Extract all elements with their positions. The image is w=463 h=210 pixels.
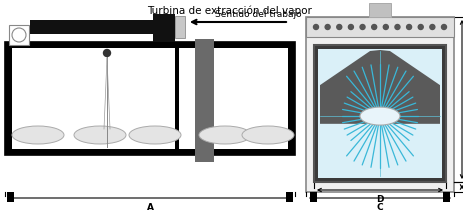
Bar (305, 17, 453, 37)
Bar (5, 149, 294, 155)
Bar (313, 45, 445, 182)
Ellipse shape (242, 126, 294, 144)
Bar (175, 42, 179, 155)
Bar (194, 39, 213, 162)
Text: D: D (375, 195, 383, 204)
Circle shape (12, 28, 26, 42)
Ellipse shape (359, 107, 399, 125)
Text: A: A (146, 203, 153, 210)
Bar (305, 17, 453, 192)
Bar (175, 16, 185, 38)
Bar (7, 192, 14, 202)
Bar (5, 42, 294, 48)
Bar (368, 3, 390, 17)
Circle shape (348, 25, 353, 29)
Bar (285, 192, 292, 202)
Bar (153, 14, 175, 42)
Bar (30, 20, 153, 34)
Ellipse shape (129, 126, 181, 144)
Circle shape (394, 25, 399, 29)
Circle shape (325, 25, 330, 29)
Circle shape (336, 25, 341, 29)
Text: C: C (376, 203, 382, 210)
Circle shape (429, 25, 434, 29)
Ellipse shape (199, 126, 250, 144)
Circle shape (441, 25, 445, 29)
Bar (442, 192, 449, 202)
Circle shape (103, 50, 110, 56)
Bar (309, 192, 316, 202)
Circle shape (417, 25, 422, 29)
Circle shape (313, 25, 318, 29)
Text: Sentido del trabajo: Sentido del trabajo (214, 10, 300, 19)
Bar (288, 42, 294, 155)
Circle shape (406, 25, 411, 29)
Circle shape (359, 25, 364, 29)
Bar (5, 42, 12, 155)
Ellipse shape (74, 126, 126, 144)
Bar (9, 25, 29, 45)
Bar (5, 42, 294, 155)
Circle shape (382, 25, 388, 29)
Bar (12, 48, 288, 149)
Bar (317, 49, 441, 178)
Circle shape (371, 25, 376, 29)
Ellipse shape (12, 126, 64, 144)
Text: Turbina de extracción del vapor: Turbina de extracción del vapor (147, 5, 312, 16)
Polygon shape (319, 50, 439, 124)
